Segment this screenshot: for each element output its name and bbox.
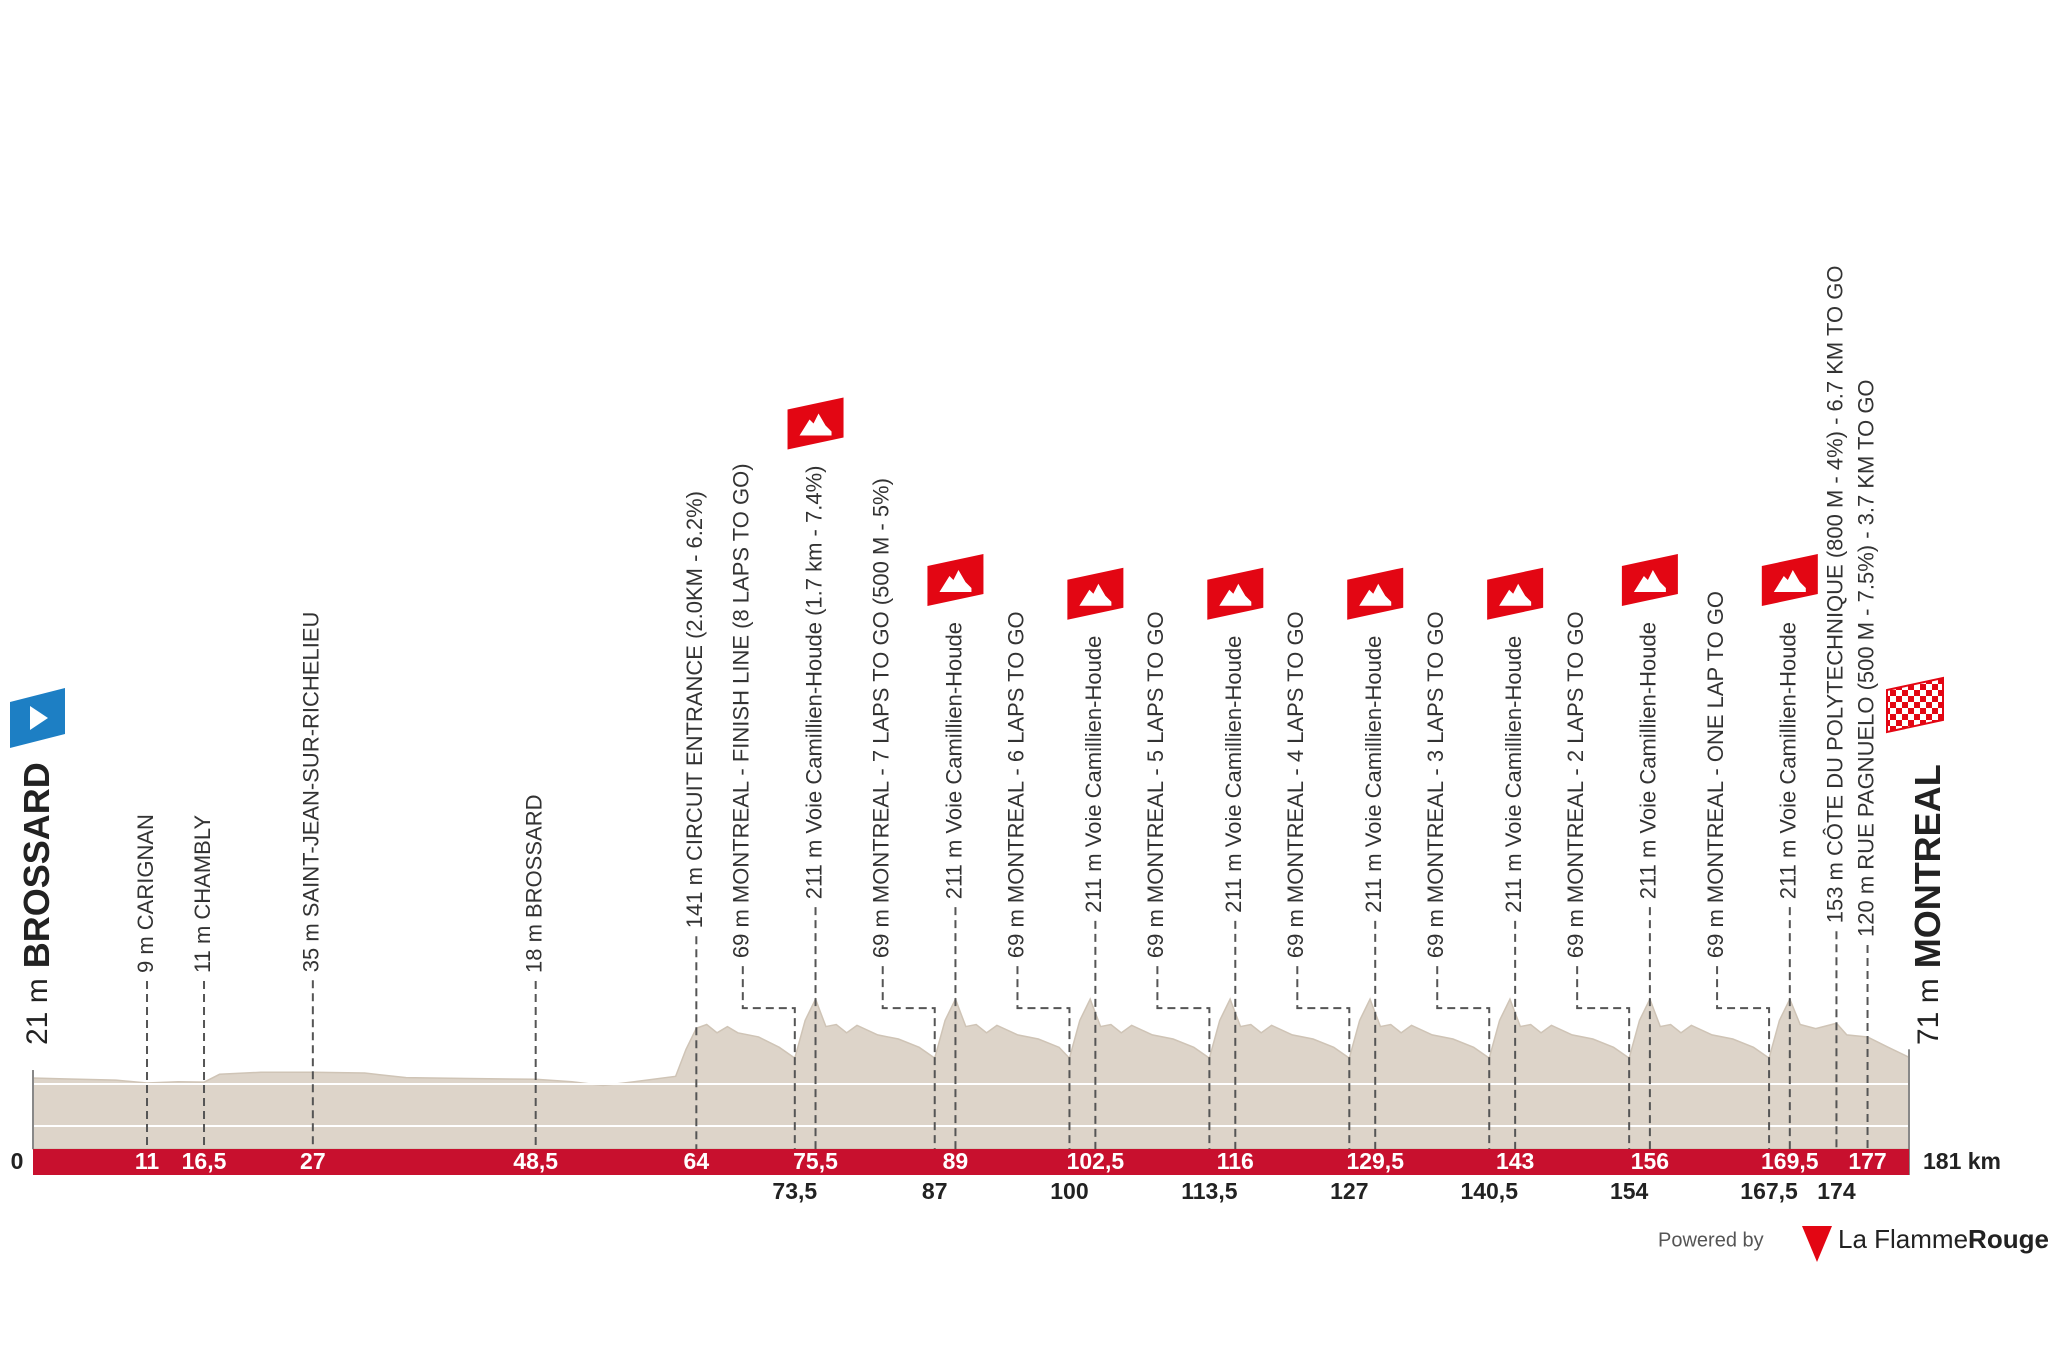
x-tick-label: 16,5 [182,1148,227,1174]
x-tick-label-lower: 113,5 [1181,1178,1237,1204]
kom-flag-icon [1499,583,1532,606]
x-tick-label: 156 [1631,1148,1669,1174]
x-tick-label: 64 [684,1148,710,1174]
kom-flag [927,553,984,606]
x-tick-label: 11 [135,1148,160,1174]
label-layer: 9 m CARIGNAN 11 m CHAMBLY 35 m SAINT-JEAN-… [11,266,2001,1205]
x-tick-label: 27 [300,1148,326,1174]
finish-altitude: 71 m [1912,978,1945,1045]
waypoint-label: 211 m Voie Camillien-Houde [1361,636,1386,913]
profile-layer [32,997,1910,1175]
x-tick-label: 102,5 [1067,1148,1125,1174]
waypoint-line [1016,966,1071,1149]
x-tick-label-lower: 167,5 [1740,1178,1798,1204]
waypoint-label: 69 m MONTREAL - 2 LAPS TO GO [1563,611,1588,958]
x-tick-label: 0 [11,1148,24,1174]
x-tick-label: 169,5 [1761,1148,1819,1174]
finish-name: MONTREAL [1907,764,1948,968]
brand: La FlammeRouge [1838,1224,2048,1254]
waypoint-label: 18 m BROSSARD [521,795,546,974]
waypoint-label: 211 m Voie Camillien-Houde [941,622,966,899]
kom-flag [1761,553,1818,606]
waypoint-label: 211 m Voie Camillien-Houde [1776,622,1801,899]
x-tick-label-lower: 100 [1050,1178,1088,1204]
waypoint-label: 11 m CHAMBLY [190,815,215,973]
waypoint-label: 35 m SAINT-JEAN-SUR-RICHELIEU [299,612,324,973]
waypoint-label: 120 m RUE PAGNUELO (500 M - 7.5%) - 3.7 … [1853,379,1878,937]
waypoint-line [1576,966,1631,1149]
waypoint-label: 211 m Voie Camillien-Houde [1081,636,1106,913]
waypoint-label: 141 m CIRCUIT ENTRANCE (2.0KM - 6.2%) [682,491,707,928]
elevation-area [32,997,1910,1150]
waypoint-line [741,966,796,1149]
credit: Powered by [1658,1229,1764,1251]
kom-flag [1067,567,1124,620]
brand-logo [1802,1226,1832,1262]
waypoint-label: 211 m Voie Camillien-Houde [1636,622,1661,899]
x-tick-label: 181 km [1923,1148,2001,1174]
waypoint-label: 69 m MONTREAL - ONE LAP TO GO [1703,591,1728,958]
waypoint-label: 69 m MONTREAL - 4 LAPS TO GO [1283,611,1308,958]
waypoint-label: 69 m MONTREAL - 5 LAPS TO GO [1143,611,1168,958]
x-tick-label-lower: 73,5 [772,1178,817,1204]
start-label: 21 m BROSSARD [16,762,57,1045]
x-tick-label: 75,5 [793,1148,838,1174]
brand-light: La Flamme [1838,1224,1968,1254]
start-flag-icon [30,706,48,730]
waypoint-label: 69 m MONTREAL - FINISH LINE (8 LAPS TO G… [729,463,754,958]
kom-flag-icon [1219,583,1252,606]
waypoint-line [1436,966,1491,1149]
km-band [33,1149,1909,1175]
waypoint-line [1716,966,1771,1149]
waypoint-label: 69 m MONTREAL - 6 LAPS TO GO [1003,611,1028,958]
kom-flag-icon [1773,569,1806,592]
kom-flag [1487,567,1544,620]
kom-flag [1621,553,1678,606]
x-tick-label: 89 [943,1148,969,1174]
x-tick-label: 129,5 [1346,1148,1404,1174]
x-tick-label: 143 [1496,1148,1534,1174]
waypoint-label: 69 m MONTREAL - 7 LAPS TO GO (500 M - 5%… [869,478,894,958]
kom-flag-icon [1079,583,1112,606]
kom-flag [1207,567,1264,620]
x-tick-label: 116 [1217,1148,1254,1174]
waypoint-line [1296,966,1351,1149]
waypoint-line [881,966,936,1149]
start-name: BROSSARD [16,762,57,968]
waypoint-label: 211 m Voie Camillien-Houde [1221,636,1246,913]
waypoint-label: 211 m Voie Camillien-Houde [1501,636,1526,913]
x-tick-label-lower: 154 [1610,1178,1649,1204]
kom-flag-icon [799,413,832,436]
brand-bold: Rouge [1968,1224,2048,1254]
start-altitude: 21 m [21,978,54,1045]
kom-flag-icon [1359,583,1392,606]
finish-flag [1886,676,1944,734]
kom-flag-icon [939,569,972,592]
waypoint-label: 211 m Voie Camillien-Houde (1.7 km - 7.4… [801,466,826,900]
waypoint-label: 9 m CARIGNAN [133,814,158,973]
x-tick-label-lower: 127 [1330,1178,1368,1204]
waypoint-line [1156,966,1211,1149]
x-tick-label: 177 [1848,1148,1886,1174]
x-tick-label-lower: 87 [922,1178,948,1204]
x-tick-label-lower: 140,5 [1460,1178,1518,1204]
x-tick-label-lower: 174 [1817,1178,1856,1204]
kom-flag-icon [1633,569,1666,592]
kom-flag [1347,567,1404,620]
kom-flag [787,397,844,450]
finish-label: 71 m MONTREAL [1907,764,1948,1045]
waypoint-label: 153 m CÔTE DU POLYTECHNIQUE (800 M - 4%)… [1822,266,1847,924]
waypoint-label: 69 m MONTREAL - 3 LAPS TO GO [1423,611,1448,958]
x-tick-label: 48,5 [513,1148,558,1174]
